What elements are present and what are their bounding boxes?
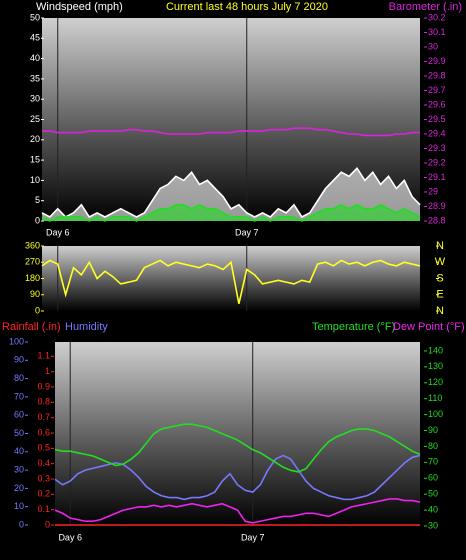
y2-tick-label: 100 (428, 409, 443, 419)
y2-tick-label: 28.9 (428, 201, 446, 211)
y-tick-label: 20 (30, 134, 40, 144)
series-line (42, 127, 420, 137)
series-line (41, 259, 421, 304)
legend-label: Dew Point (°F) (393, 321, 465, 333)
y2-tick-label: N (436, 305, 444, 317)
y3-tick-label: 0.3 (37, 473, 50, 483)
y2-tick-label: 60 (428, 473, 438, 483)
y-tick-label: 0 (19, 519, 24, 529)
y-tick-label: 0 (35, 215, 40, 225)
series-line (54, 454, 421, 501)
y-tick-label: 15 (30, 154, 40, 164)
y-tick-label: 90 (30, 289, 40, 299)
barometer-axis-title: Barometer (.in) (389, 1, 462, 13)
y2-tick-label: 80 (428, 441, 438, 451)
area-fill (42, 168, 420, 221)
y3-tick-label: 0.4 (37, 458, 50, 468)
series-line (54, 498, 421, 524)
y-tick-label: 50 (14, 428, 24, 438)
y-tick-label: 50 (30, 12, 40, 22)
x-tick-label: Day 6 (46, 227, 70, 237)
y-tick-label: 40 (14, 446, 24, 456)
y-tick-label: 30 (14, 464, 24, 474)
y2-tick-label: 29.9 (428, 56, 446, 66)
y2-tick-label: 30 (428, 41, 438, 51)
y2-tick-label: 40 (428, 504, 438, 514)
x-tick-label: Day 6 (58, 532, 82, 542)
y-tick-label: 360 (25, 240, 40, 250)
y-tick-label: 100 (9, 336, 24, 346)
y3-tick-label: 0.6 (37, 427, 50, 437)
y-tick-label: 5 (35, 195, 40, 205)
y2-tick-label: 110 (428, 393, 442, 403)
y2-tick-label: 29.8 (428, 70, 446, 80)
chart-title: Current last 48 hours July 7 2020 (166, 1, 328, 13)
legend-label: Temperature (°F) (312, 321, 395, 333)
series-line (54, 423, 421, 473)
y-tick-label: 10 (14, 501, 24, 511)
y2-tick-label: 120 (428, 377, 443, 387)
y2-tick-label: 90 (428, 425, 438, 435)
series-line (41, 166, 421, 218)
y-tick-label: 0 (35, 305, 40, 315)
y2-tick-label: 29.2 (428, 157, 446, 167)
y-tick-label: 180 (25, 273, 40, 283)
y3-tick-label: 0.1 (37, 504, 50, 514)
y2-tick-label: 28.8 (428, 215, 446, 225)
y-tick-label: 270 (25, 257, 40, 267)
area-fill (42, 204, 420, 221)
y2-tick-label: E (436, 289, 443, 301)
y3-tick-label: 0.9 (37, 381, 50, 391)
y2-tick-label: 140 (428, 345, 443, 355)
y3-tick-label: 0.5 (37, 443, 50, 453)
y2-tick-label: 130 (428, 361, 443, 371)
y3-tick-label: 0.7 (37, 412, 50, 422)
plot-background (55, 342, 420, 526)
y2-tick-label: 29.1 (428, 172, 446, 182)
y-tick-label: 60 (14, 410, 24, 420)
y-tick-label: 45 (30, 33, 40, 43)
y3-tick-label: 1 (45, 366, 50, 376)
wind-axis-title: Windspeed (mph) (36, 1, 123, 13)
y2-tick-label: 50 (428, 489, 438, 499)
y2-tick-label: 29.6 (428, 99, 446, 109)
legend-label: Humidity (65, 321, 108, 333)
y-tick-label: 90 (14, 355, 24, 365)
y-tick-label: 20 (14, 483, 24, 493)
x-tick-label: Day 7 (235, 227, 259, 237)
series-line (41, 203, 421, 222)
y-tick-label: 40 (30, 53, 40, 63)
y2-tick-label: 70 (428, 457, 438, 467)
y2-tick-label: S (436, 272, 443, 284)
y-tick-label: 35 (30, 73, 40, 83)
y2-tick-label: 29.5 (428, 114, 446, 124)
y-tick-label: 80 (14, 373, 24, 383)
y2-tick-label: 29.4 (428, 128, 446, 138)
y2-tick-label: 30 (428, 520, 438, 530)
y-tick-label: 30 (30, 94, 40, 104)
y3-tick-label: 0.2 (37, 489, 50, 499)
y2-tick-label: 29.7 (428, 85, 446, 95)
legend-label: Rainfall (.in) (2, 321, 61, 333)
y3-tick-label: 0 (45, 519, 50, 529)
y3-tick-label: 0.8 (37, 397, 50, 407)
y2-tick-label: 30.2 (428, 12, 446, 22)
x-tick-label: Day 7 (241, 532, 265, 542)
y-tick-label: 10 (30, 175, 40, 185)
y-tick-label: 25 (30, 114, 40, 124)
plot-background (42, 246, 420, 311)
y2-tick-label: 29.3 (428, 143, 446, 153)
y3-tick-label: 1.1 (37, 351, 50, 361)
y2-tick-label: W (435, 256, 446, 268)
y2-tick-label: 30.1 (428, 27, 446, 37)
y2-tick-label: 29 (428, 186, 438, 196)
y-tick-label: 70 (14, 391, 24, 401)
y2-tick-label: N (436, 240, 444, 252)
